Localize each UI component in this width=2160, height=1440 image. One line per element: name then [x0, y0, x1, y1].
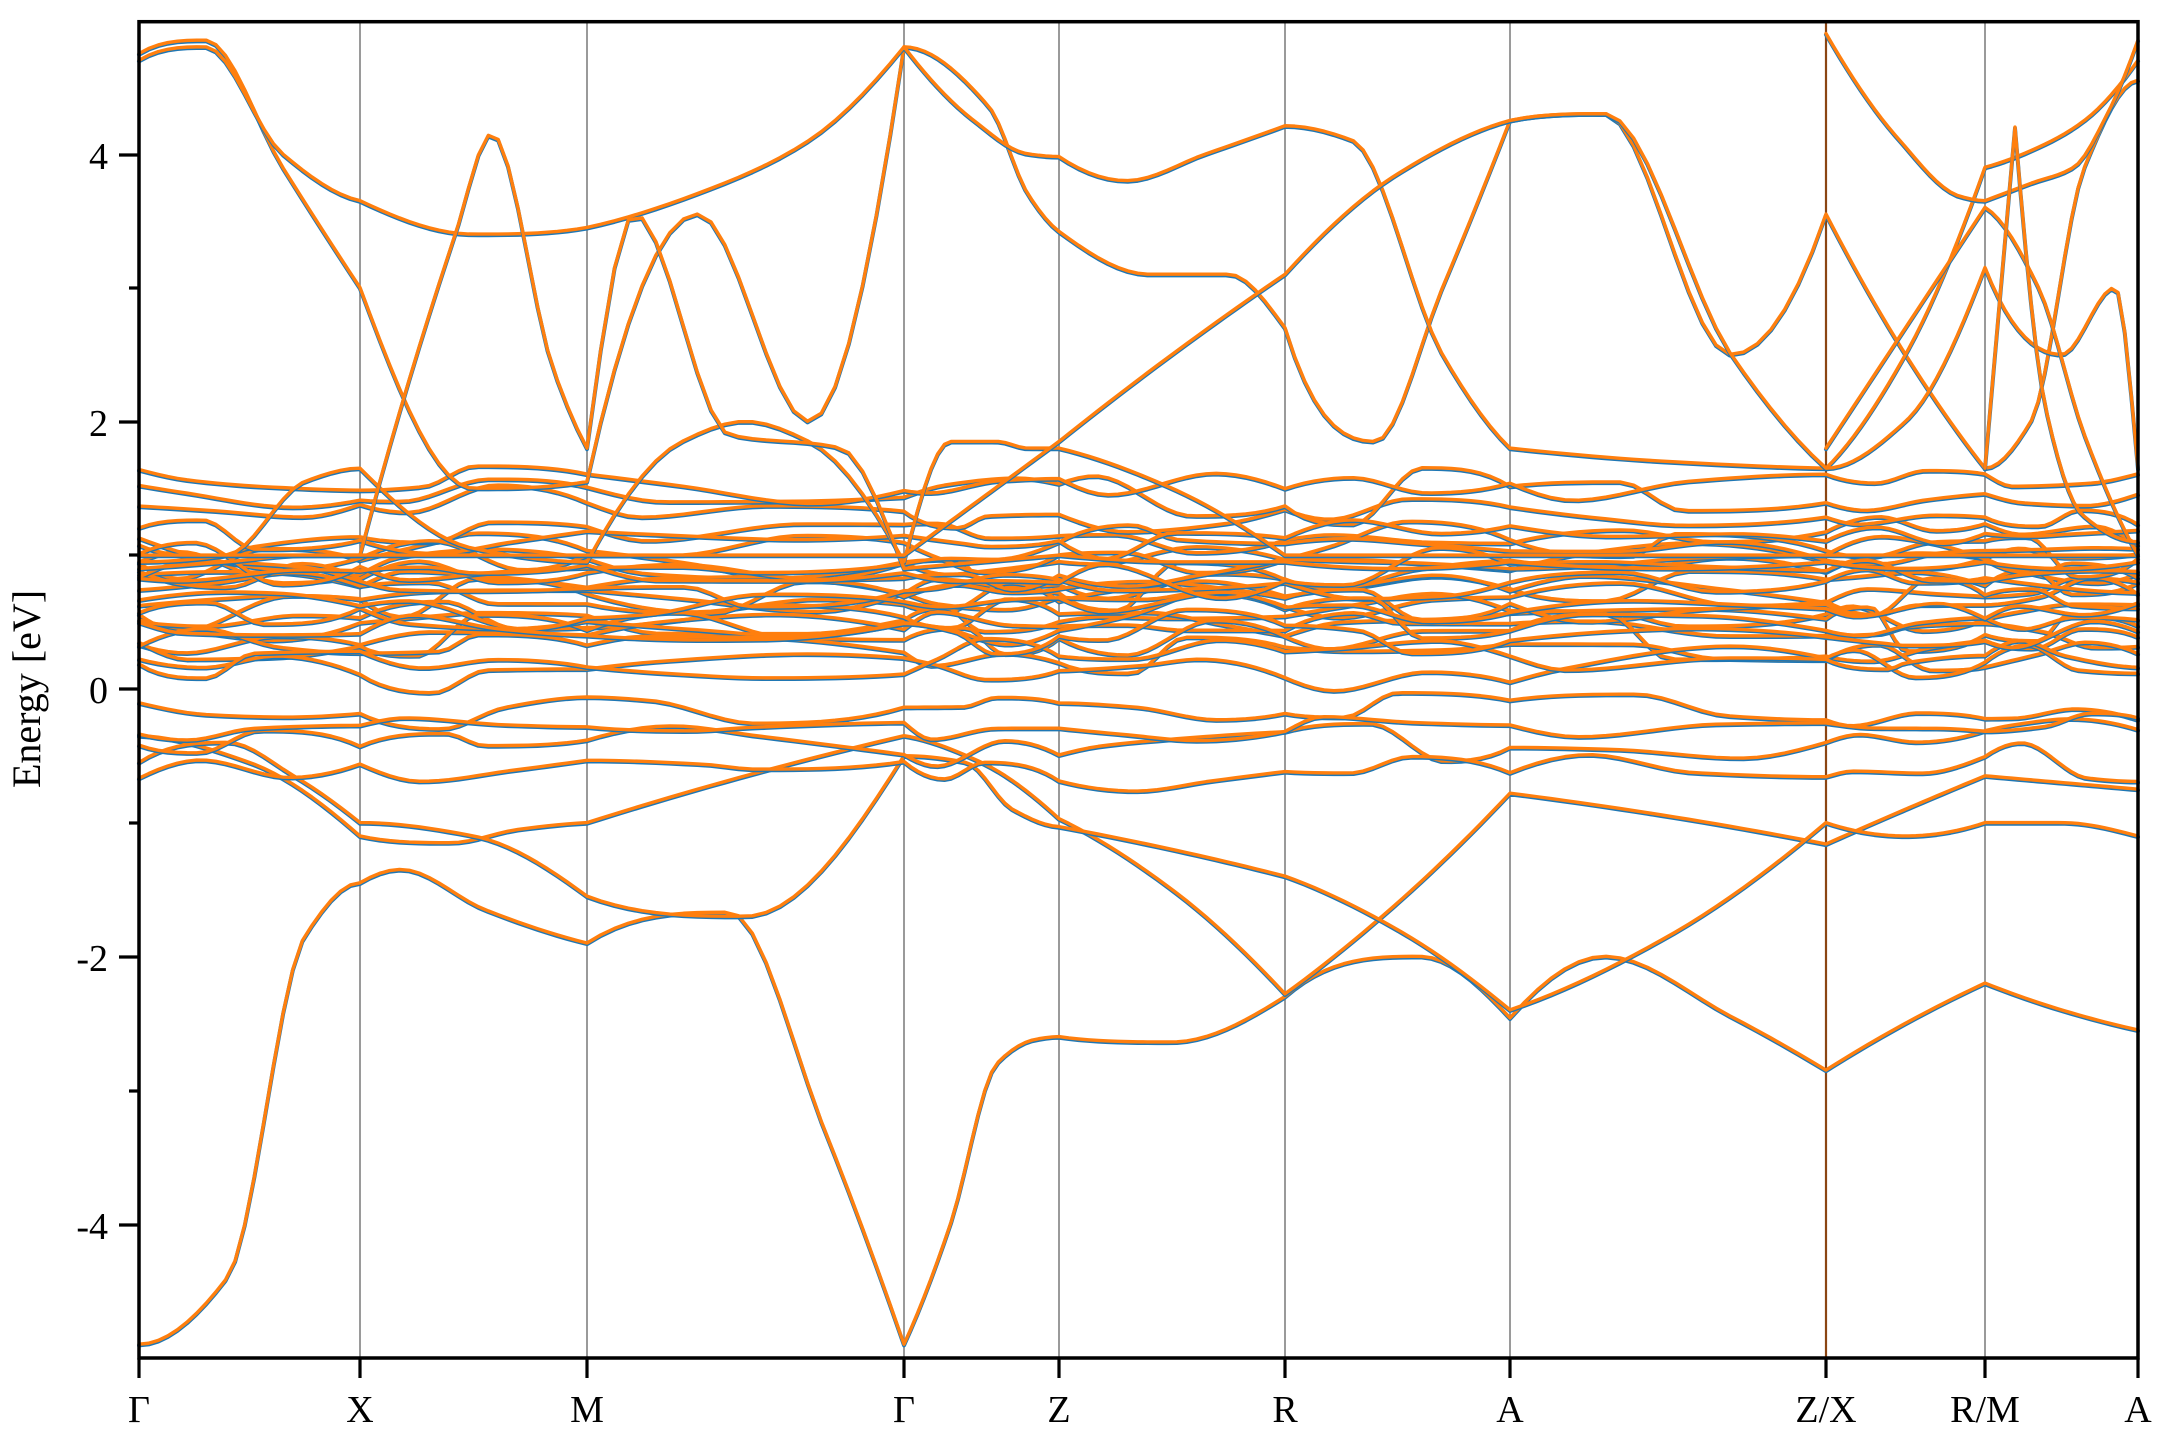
svg-text:Z/X: Z/X: [1795, 1389, 1856, 1431]
svg-text:0: 0: [89, 670, 108, 712]
svg-text:A: A: [1496, 1389, 1524, 1431]
svg-text:Z: Z: [1047, 1389, 1070, 1431]
svg-text:-2: -2: [76, 938, 108, 980]
svg-text:Energy [eV]: Energy [eV]: [4, 590, 49, 788]
svg-text:4: 4: [89, 136, 108, 178]
svg-text:M: M: [570, 1389, 604, 1431]
svg-text:R: R: [1272, 1389, 1298, 1431]
svg-text:Γ: Γ: [893, 1389, 915, 1431]
svg-text:R/M: R/M: [1950, 1389, 2020, 1431]
svg-text:2: 2: [89, 403, 108, 445]
svg-text:X: X: [346, 1389, 373, 1431]
svg-text:A: A: [2124, 1389, 2152, 1431]
svg-text:-4: -4: [76, 1206, 108, 1248]
svg-text:Γ: Γ: [128, 1389, 150, 1431]
